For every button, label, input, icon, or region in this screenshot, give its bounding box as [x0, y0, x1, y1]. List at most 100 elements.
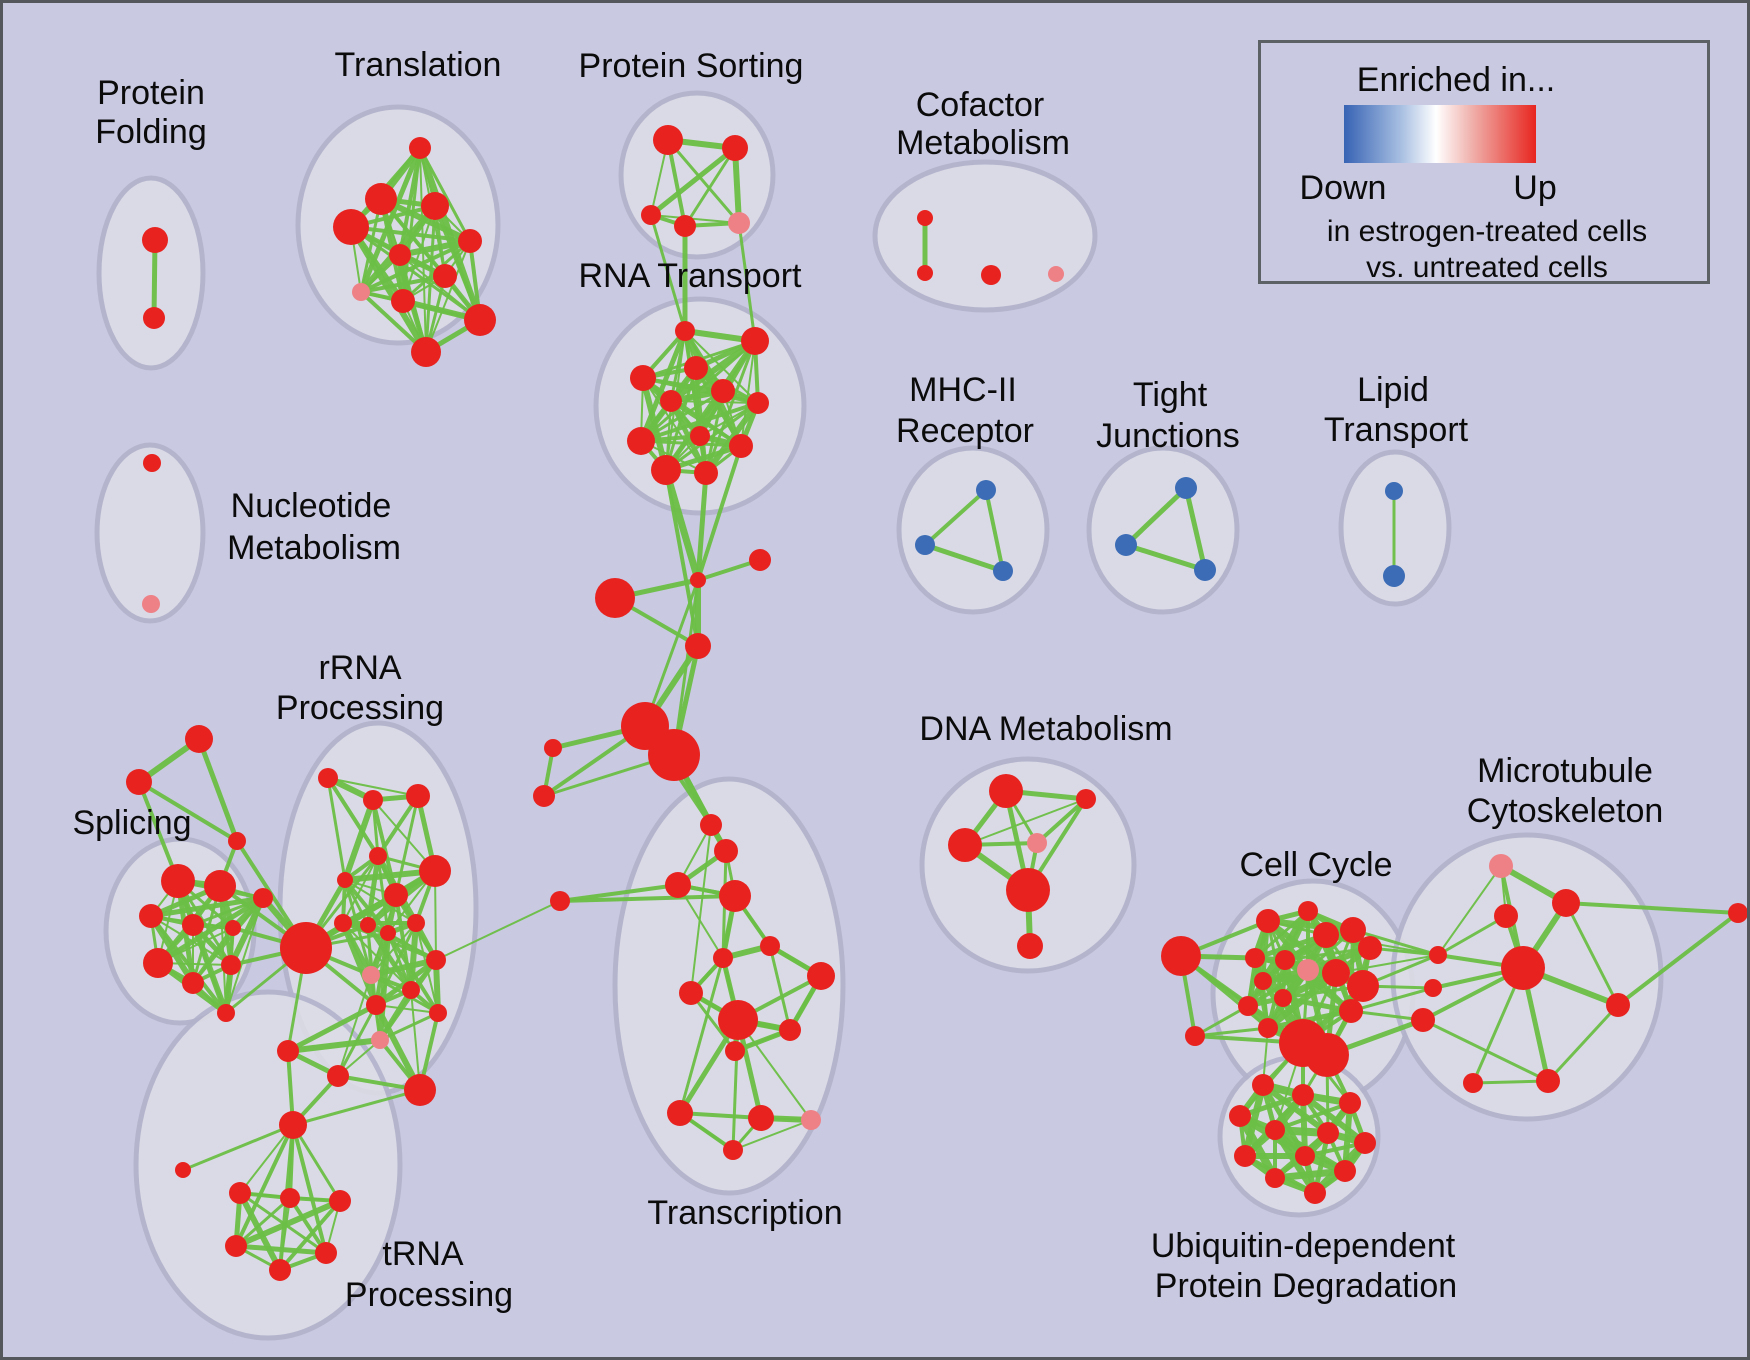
node-translation-9[interactable]: [464, 304, 496, 336]
node-rrna-processing-9[interactable]: [380, 925, 396, 941]
node-transcription-9[interactable]: [779, 1019, 801, 1041]
node-connectors-6[interactable]: [544, 739, 562, 757]
node-connectors-3[interactable]: [685, 633, 711, 659]
node-translation-10[interactable]: [411, 337, 441, 367]
node-cofactor-metabolism-0[interactable]: [917, 210, 933, 226]
node-splicing-2[interactable]: [139, 904, 163, 928]
node-connectors-7[interactable]: [533, 785, 555, 807]
node-splicing-7[interactable]: [182, 972, 204, 994]
node-ubiquitin-degradation-6[interactable]: [1354, 1132, 1376, 1154]
node-lipid-transport-1[interactable]: [1383, 565, 1405, 587]
node-translation-8[interactable]: [391, 289, 415, 313]
node-cell-cycle-9[interactable]: [1297, 959, 1319, 981]
node-connectors-2[interactable]: [595, 578, 635, 618]
node-lipid-transport-0[interactable]: [1385, 482, 1403, 500]
node-rrna-processing-14[interactable]: [366, 995, 386, 1015]
node-rrna-processing-15[interactable]: [402, 981, 420, 999]
node-rna-transport-0[interactable]: [675, 321, 695, 341]
node-tight-junctions-2[interactable]: [1194, 559, 1216, 581]
node-translation-1[interactable]: [365, 183, 397, 215]
node-tight-junctions-1[interactable]: [1115, 534, 1137, 556]
node-cell-cycle-5[interactable]: [1340, 917, 1366, 943]
node-rrna-processing-4[interactable]: [337, 872, 353, 888]
node-microtubule-cytoskeleton-6[interactable]: [1424, 979, 1442, 997]
node-dna-metabolism-3[interactable]: [1027, 833, 1047, 853]
node-rna-transport-5[interactable]: [711, 379, 735, 403]
node-rna-transport-8[interactable]: [690, 426, 710, 446]
node-microtubule-cytoskeleton-5[interactable]: [1429, 946, 1447, 964]
node-ubiquitin-degradation-8[interactable]: [1295, 1146, 1315, 1166]
node-cell-cycle-4[interactable]: [1313, 922, 1339, 948]
node-transcription-13[interactable]: [801, 1110, 821, 1130]
node-transcription-8[interactable]: [718, 1000, 758, 1040]
node-cell-cycle-10[interactable]: [1254, 972, 1272, 990]
node-rrna-processing-11[interactable]: [280, 922, 332, 974]
node-translation-3[interactable]: [333, 209, 369, 245]
node-translation-6[interactable]: [433, 264, 457, 288]
node-splicing-3[interactable]: [182, 914, 204, 936]
node-translation-4[interactable]: [458, 229, 482, 253]
node-trna-processing-2[interactable]: [229, 1182, 251, 1204]
node-ubiquitin-degradation-3[interactable]: [1229, 1105, 1251, 1127]
node-trna-processing-4[interactable]: [329, 1190, 351, 1212]
node-ubiquitin-degradation-1[interactable]: [1292, 1084, 1314, 1106]
node-ubiquitin-degradation-11[interactable]: [1304, 1182, 1326, 1204]
node-rrna-processing-7[interactable]: [334, 914, 352, 932]
node-rrna-processing-12[interactable]: [362, 966, 380, 984]
node-rrna-processing-0[interactable]: [318, 768, 338, 788]
node-connectors-0[interactable]: [690, 572, 706, 588]
node-rrna-processing-18[interactable]: [327, 1065, 349, 1087]
node-protein-sorting-3[interactable]: [674, 215, 696, 237]
node-rrna-processing-6[interactable]: [384, 883, 408, 907]
node-cell-cycle-16[interactable]: [1258, 1018, 1278, 1038]
node-trna-processing-1[interactable]: [175, 1162, 191, 1178]
node-cell-cycle-1[interactable]: [1185, 1026, 1205, 1046]
node-protein-folding-1[interactable]: [143, 307, 165, 329]
node-transcription-5[interactable]: [760, 936, 780, 956]
node-cell-cycle-0[interactable]: [1161, 936, 1201, 976]
node-rrna-processing-2[interactable]: [406, 784, 430, 808]
node-mhc-ii-receptor-0[interactable]: [976, 480, 996, 500]
node-rrna-processing-5[interactable]: [419, 855, 451, 887]
node-trna-processing-0[interactable]: [279, 1111, 307, 1139]
node-cell-cycle-2[interactable]: [1256, 909, 1280, 933]
node-connectors-5[interactable]: [648, 729, 700, 781]
node-splicing-8[interactable]: [221, 955, 241, 975]
node-ubiquitin-degradation-7[interactable]: [1234, 1145, 1256, 1167]
node-microtubule-cytoskeleton-3[interactable]: [1501, 946, 1545, 990]
node-nucleotide-metabolism-0[interactable]: [143, 454, 161, 472]
node-microtubule-cytoskeleton-7[interactable]: [1411, 1008, 1435, 1032]
node-rna-transport-7[interactable]: [627, 427, 655, 455]
node-dna-metabolism-0[interactable]: [989, 774, 1023, 808]
node-transcription-14[interactable]: [723, 1140, 743, 1160]
node-cell-cycle-14[interactable]: [1347, 970, 1379, 1002]
node-rrna-processing-1[interactable]: [363, 790, 383, 810]
node-splicing-1[interactable]: [204, 870, 236, 902]
node-tight-junctions-0[interactable]: [1175, 477, 1197, 499]
node-ubiquitin-degradation-9[interactable]: [1334, 1160, 1356, 1182]
node-splicing-5[interactable]: [253, 888, 273, 908]
node-dna-metabolism-5[interactable]: [1017, 933, 1043, 959]
node-trna-processing-6[interactable]: [315, 1242, 337, 1264]
node-cell-cycle-3[interactable]: [1298, 901, 1318, 921]
node-protein-sorting-0[interactable]: [653, 125, 683, 155]
node-cell-cycle-8[interactable]: [1275, 950, 1295, 970]
node-rrna-processing-3[interactable]: [369, 847, 387, 865]
node-rrna-processing-13[interactable]: [426, 950, 446, 970]
node-cell-cycle-15[interactable]: [1339, 999, 1363, 1023]
node-dna-metabolism-2[interactable]: [948, 828, 982, 862]
node-mhc-ii-receptor-1[interactable]: [915, 535, 935, 555]
node-dna-metabolism-1[interactable]: [1076, 789, 1096, 809]
node-rna-transport-6[interactable]: [747, 392, 769, 414]
node-rrna-processing-10[interactable]: [407, 914, 425, 932]
node-protein-sorting-2[interactable]: [641, 205, 661, 225]
node-splicing-0[interactable]: [161, 864, 195, 898]
node-connectors-10[interactable]: [126, 769, 152, 795]
node-cofactor-metabolism-1[interactable]: [917, 265, 933, 281]
node-trna-processing-5[interactable]: [225, 1235, 247, 1257]
node-rrna-processing-16[interactable]: [429, 1004, 447, 1022]
node-trna-processing-3[interactable]: [280, 1188, 300, 1208]
node-cofactor-metabolism-3[interactable]: [1048, 266, 1064, 282]
node-rna-transport-3[interactable]: [630, 365, 656, 391]
node-cell-cycle-18[interactable]: [1305, 1033, 1349, 1077]
